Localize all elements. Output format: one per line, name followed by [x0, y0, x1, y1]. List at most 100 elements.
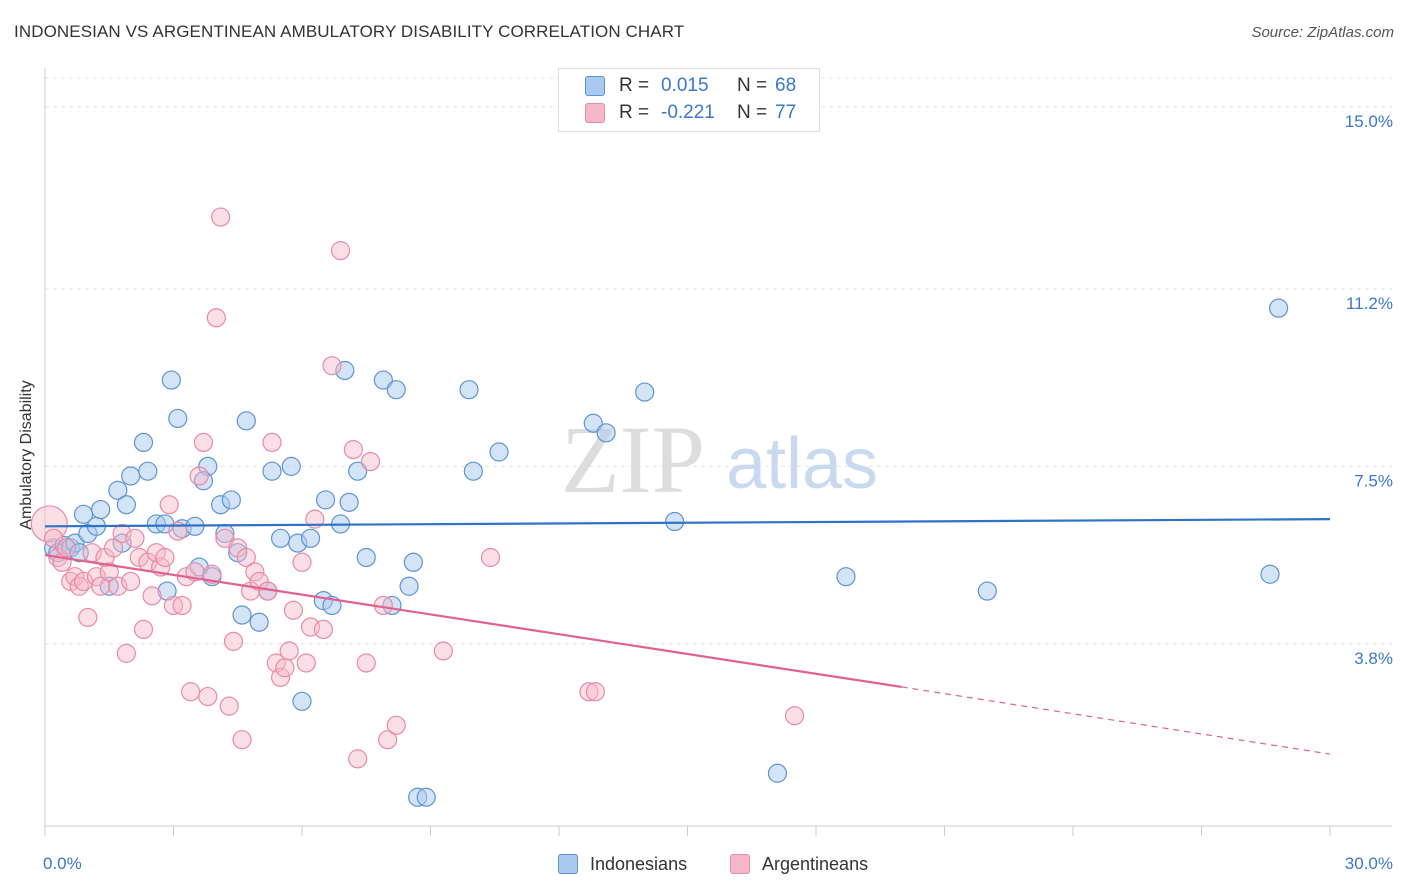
point-argentineans	[579, 682, 599, 702]
point-argentineans	[86, 567, 107, 587]
trend-line-indonesians	[44, 518, 1331, 528]
trend-line-argentineans	[44, 554, 902, 689]
point-argentineans	[480, 547, 501, 568]
point-indonesians	[270, 528, 291, 548]
point-argentineans	[275, 658, 295, 678]
point-argentineans	[245, 562, 265, 582]
legend: R = 0.015 N = 68 R = -0.221 N = 77	[558, 68, 820, 132]
point-indonesians	[315, 490, 336, 510]
point-indonesians	[133, 432, 154, 453]
point-indonesians	[373, 370, 393, 390]
point-indonesians	[403, 552, 423, 572]
bottom-legend-swatch-blue	[558, 854, 578, 874]
point-argentineans	[78, 607, 98, 628]
point-indonesians	[596, 423, 616, 443]
point-argentineans	[189, 466, 209, 486]
point-argentineans	[296, 653, 316, 673]
point-argentineans	[305, 509, 325, 529]
watermark-zip: ZIP	[561, 406, 705, 513]
y-tick-label: 15.0%	[1345, 112, 1393, 131]
bottom-legend-argentineans: Argentineans	[730, 852, 868, 876]
point-indonesians	[157, 581, 177, 601]
legend-n-label: N =	[737, 102, 768, 123]
point-argentineans	[348, 749, 368, 769]
axes	[44, 68, 1392, 836]
y-tick-label: 7.5%	[1354, 471, 1393, 490]
point-argentineans	[279, 641, 299, 661]
point-indonesians	[1268, 298, 1289, 318]
legend-n-label: N =	[737, 75, 768, 96]
point-argentineans	[91, 576, 111, 596]
point-argentineans	[30, 505, 68, 543]
point-indonesians	[138, 461, 158, 481]
point-indonesians	[232, 605, 252, 625]
y-tick-label: 11.2%	[1346, 294, 1393, 313]
point-indonesians	[459, 380, 479, 400]
point-indonesians	[91, 499, 111, 520]
legend-n-value: 68	[775, 75, 797, 96]
point-argentineans	[223, 631, 244, 651]
point-indonesians	[335, 360, 355, 381]
point-indonesians	[116, 495, 136, 515]
point-indonesians	[489, 442, 509, 462]
point-argentineans	[125, 528, 145, 548]
point-argentineans	[172, 595, 192, 616]
legend-swatch-blue	[585, 76, 605, 96]
bottom-legend-label: Argentineans	[762, 853, 869, 874]
tick-labels: 3.8% 7.5% 11.2% 15.0% 0.0% 30.0%	[43, 112, 1393, 873]
point-argentineans	[219, 696, 239, 716]
point-argentineans	[206, 308, 226, 328]
point-argentineans	[116, 643, 136, 663]
point-indonesians	[665, 511, 685, 532]
point-argentineans	[133, 619, 154, 640]
point-argentineans	[159, 495, 179, 515]
legend-n-value: 77	[775, 102, 797, 123]
point-argentineans	[322, 356, 342, 376]
point-argentineans	[292, 552, 312, 572]
point-argentineans	[283, 600, 304, 620]
point-argentineans	[262, 432, 282, 453]
point-argentineans	[386, 715, 406, 735]
point-indonesians	[356, 547, 376, 568]
point-argentineans	[202, 564, 222, 584]
point-argentineans	[784, 706, 805, 726]
legend-r-label: R =	[619, 102, 650, 123]
point-indonesians	[292, 691, 312, 711]
point-argentineans	[193, 432, 214, 453]
point-argentineans	[270, 667, 291, 687]
point-argentineans	[181, 682, 201, 702]
point-argentineans	[112, 523, 132, 544]
legend-row-indonesians: R = 0.015 N = 68	[585, 73, 796, 99]
y-axis-label: Ambulatory Disability	[18, 380, 35, 530]
point-argentineans	[313, 619, 334, 640]
bottom-legend-indonesians: Indonesians	[558, 852, 687, 876]
point-argentineans	[330, 241, 351, 261]
point-indonesians	[463, 461, 483, 481]
point-indonesians	[416, 787, 436, 807]
point-indonesians	[249, 612, 269, 632]
legend-r-value: 0.015	[661, 75, 709, 96]
point-argentineans	[108, 576, 128, 596]
point-argentineans	[43, 528, 64, 548]
source-label: Source: ZipAtlas.com	[1251, 24, 1394, 41]
point-argentineans	[360, 451, 381, 472]
watermark-atlas: atlas	[726, 424, 878, 504]
point-indonesians	[121, 466, 141, 486]
point-argentineans	[215, 528, 235, 548]
point-argentineans	[378, 730, 398, 750]
point-indonesians	[583, 413, 603, 433]
point-indonesians	[399, 576, 419, 596]
legend-r-value: -0.221	[661, 102, 715, 123]
point-indonesians	[161, 370, 181, 390]
point-indonesians	[221, 490, 241, 510]
trend-line-argentineans-extrapolated	[901, 686, 1331, 755]
point-indonesians	[300, 528, 321, 548]
point-argentineans	[585, 682, 606, 702]
point-indonesians	[339, 492, 359, 512]
point-indonesians	[836, 567, 856, 587]
point-indonesians	[236, 411, 256, 431]
point-argentineans	[236, 547, 256, 568]
point-indonesians	[108, 480, 128, 500]
point-argentineans	[121, 571, 141, 592]
